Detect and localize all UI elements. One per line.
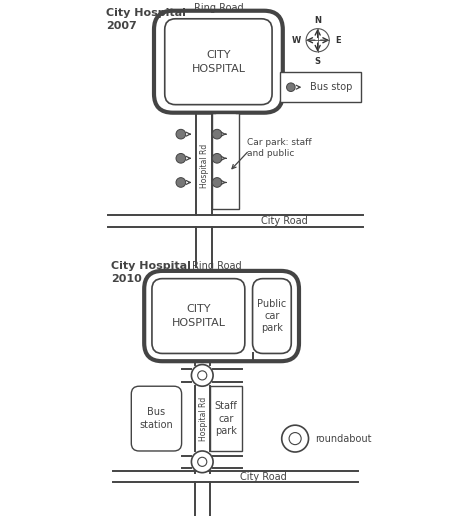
Bar — [212, 112, 239, 209]
Circle shape — [191, 364, 213, 386]
Circle shape — [176, 153, 186, 163]
Text: Staff
car
park: Staff car park — [215, 401, 237, 436]
Text: W: W — [291, 36, 301, 45]
Circle shape — [198, 457, 207, 466]
FancyBboxPatch shape — [144, 271, 299, 361]
Text: S: S — [315, 57, 321, 66]
Text: Hospital Rd: Hospital Rd — [199, 396, 208, 441]
Circle shape — [287, 83, 295, 91]
Circle shape — [198, 371, 207, 380]
Bar — [280, 72, 361, 102]
FancyBboxPatch shape — [253, 279, 291, 353]
Circle shape — [176, 130, 186, 139]
Text: City Road: City Road — [261, 216, 308, 225]
Text: Bus
station: Bus station — [140, 408, 174, 430]
Text: Ring Road: Ring Road — [192, 261, 241, 270]
Circle shape — [191, 451, 213, 473]
Text: Public
car
park: Public car park — [257, 299, 287, 333]
Text: roundabout: roundabout — [315, 433, 371, 444]
Text: City Hospital
2010: City Hospital 2010 — [111, 261, 190, 284]
Text: CITY
HOSPITAL: CITY HOSPITAL — [191, 50, 245, 74]
Circle shape — [212, 130, 222, 139]
Circle shape — [212, 153, 222, 163]
FancyBboxPatch shape — [154, 11, 283, 112]
Text: City Hospital
2007: City Hospital 2007 — [106, 8, 186, 31]
Circle shape — [289, 432, 301, 445]
Text: E: E — [335, 36, 340, 45]
Text: CITY
HOSPITAL: CITY HOSPITAL — [171, 304, 226, 328]
Text: Car park: staff
and public: Car park: staff and public — [247, 138, 311, 157]
Circle shape — [212, 178, 222, 187]
Text: Bus stop: Bus stop — [310, 82, 352, 92]
FancyBboxPatch shape — [152, 279, 245, 353]
Text: Ring Road: Ring Road — [194, 3, 243, 13]
Circle shape — [176, 178, 186, 187]
FancyBboxPatch shape — [131, 386, 182, 451]
Text: City Road: City Road — [240, 472, 287, 481]
Text: Hospital Rd: Hospital Rd — [200, 144, 210, 188]
Bar — [210, 386, 242, 451]
Text: N: N — [314, 15, 321, 25]
FancyBboxPatch shape — [165, 19, 272, 105]
Circle shape — [282, 425, 309, 452]
